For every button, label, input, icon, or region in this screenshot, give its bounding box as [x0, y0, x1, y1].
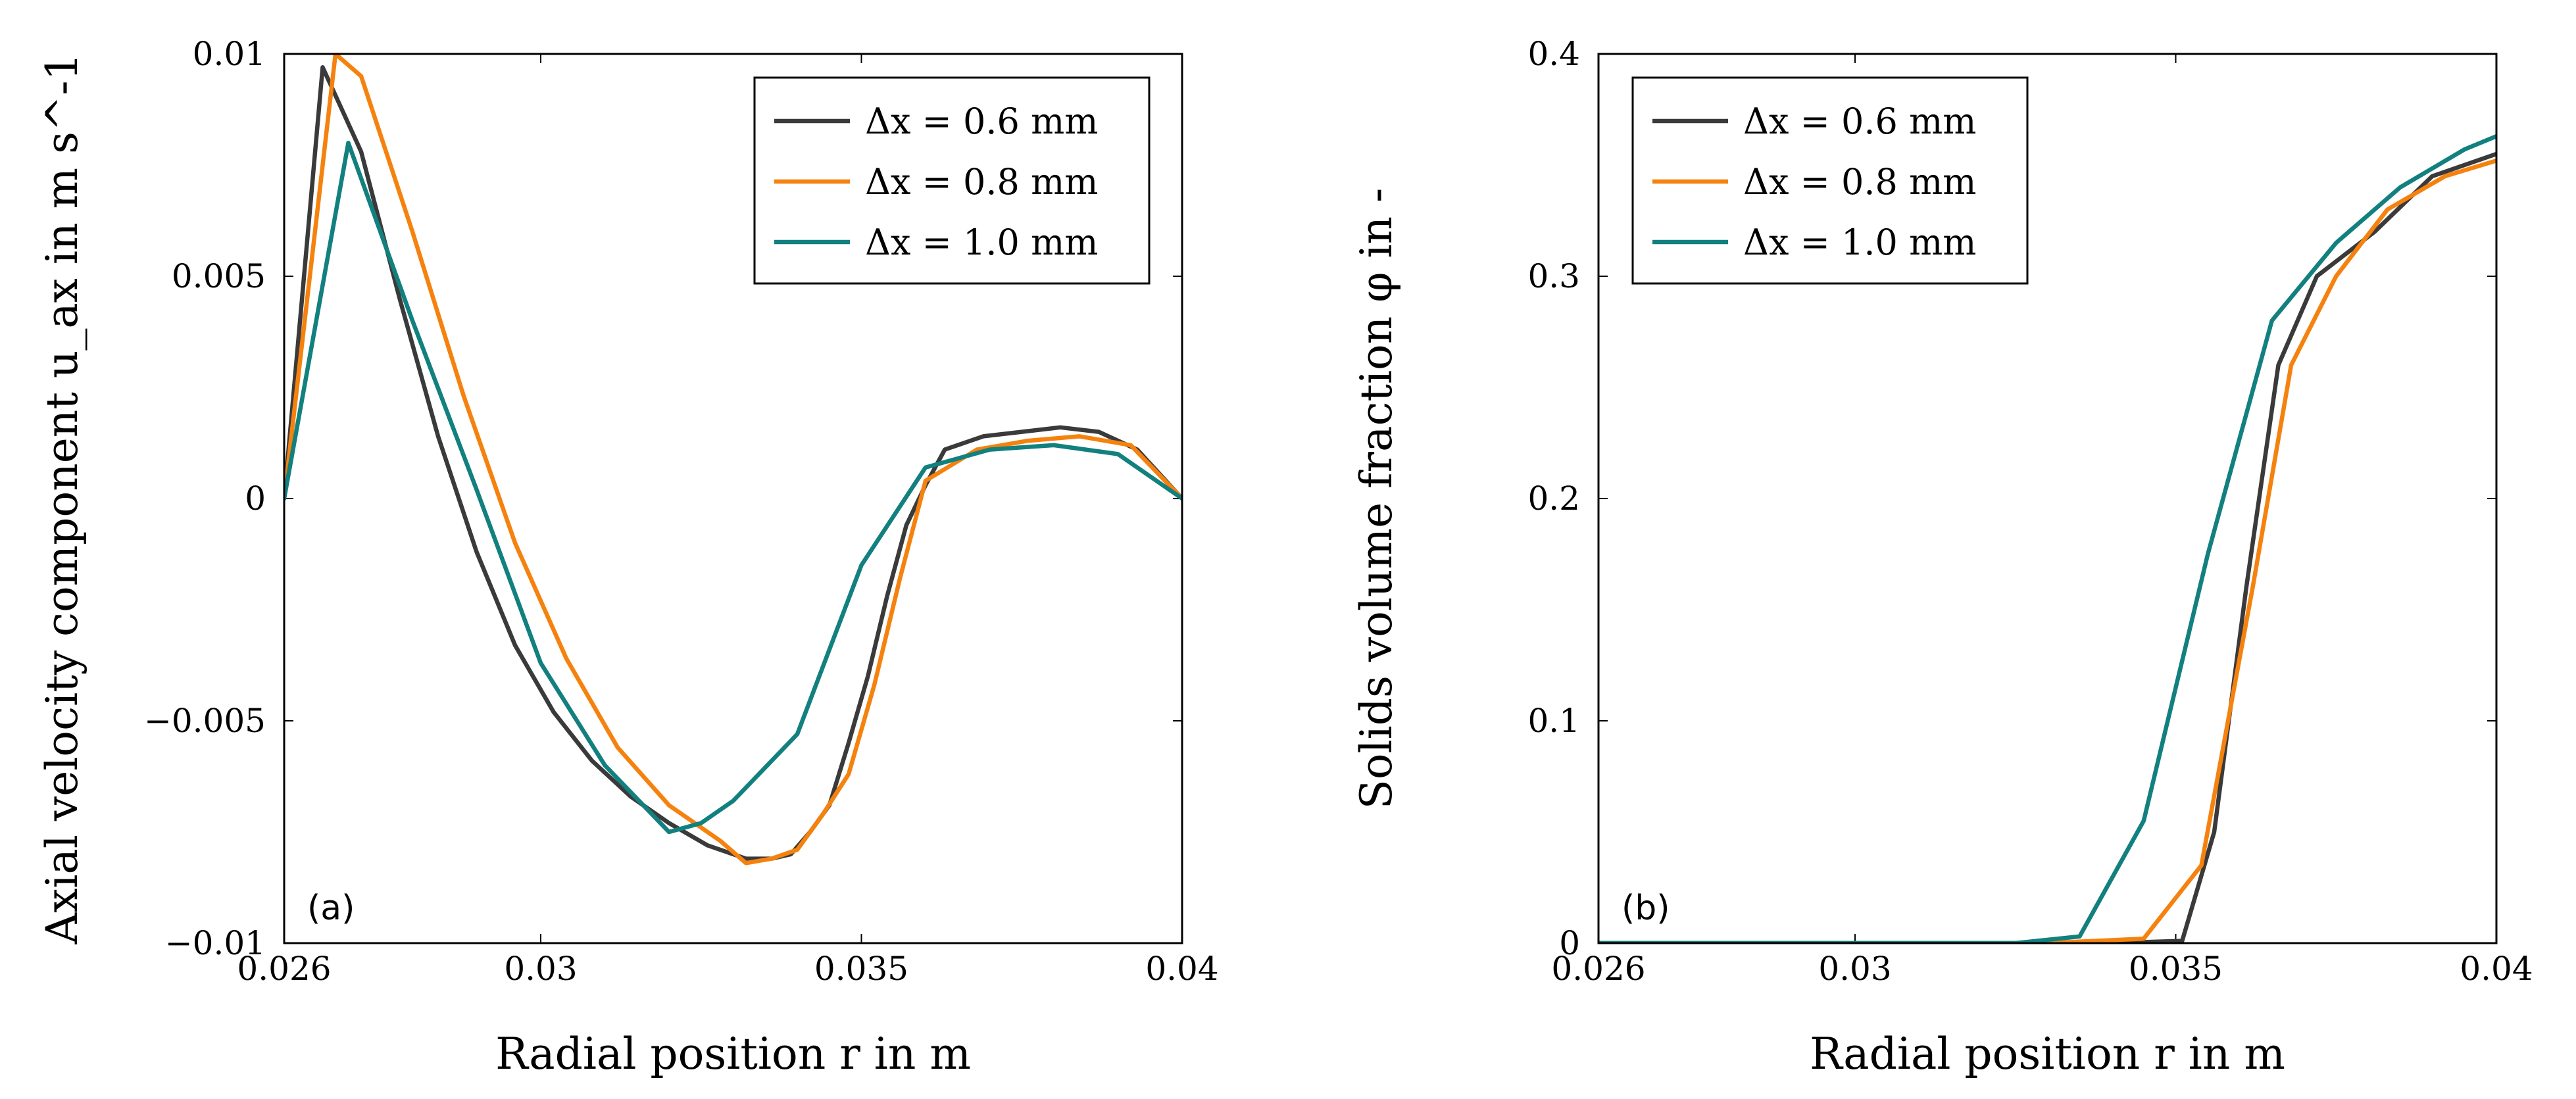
series-line-dx08 [284, 54, 1182, 866]
axes-frame [283, 53, 1183, 944]
y-axis-label: Solids volume fraction φ in - [1351, 188, 1402, 810]
legend-entry-label: Δx = 0.8 mm [1743, 161, 1976, 203]
legend-entry-label: Δx = 1.0 mm [865, 222, 1098, 263]
y-tick-label: 0.2 [1527, 479, 1580, 518]
series-line-dx10 [1598, 134, 2496, 943]
series-line-dx10 [284, 140, 1182, 835]
legend-entry-label: Δx = 0.8 mm [865, 161, 1098, 203]
x-tick-label: 0.04 [1145, 950, 1218, 988]
y-tick-label: −0.005 [144, 702, 266, 740]
x-tick-label: 0.026 [237, 950, 331, 988]
y-tick-label: 0 [1559, 924, 1580, 962]
legend-entry-label: Δx = 1.0 mm [1743, 222, 1976, 263]
y-tick-label: 0.01 [193, 35, 266, 73]
x-tick-label: 0.026 [1551, 950, 1645, 988]
x-axis-label: Radial position r in m [1810, 1029, 2285, 1079]
panel-label: (a) [307, 889, 355, 928]
series-line-dx08 [1598, 158, 2496, 943]
x-tick-label: 0.035 [2129, 950, 2223, 988]
y-tick-label: 0 [245, 479, 266, 518]
y-axis-label: Axial velocity component u_ax in m s^-1 [37, 53, 87, 945]
legend-entry-label: Δx = 0.6 mm [1743, 101, 1976, 142]
y-tick-label: 0.005 [172, 257, 266, 295]
x-tick-label: 0.04 [2460, 950, 2533, 988]
y-tick-label: 0.3 [1527, 257, 1580, 295]
x-axis-label: Radial position r in m [495, 1029, 971, 1079]
panel-a-axial-velocity: 0.026 0.03 0.035 0.04 −0.01 −0.005 0 0.005 0.01 Δ… [37, 35, 1219, 1079]
series-line-dx06 [1598, 151, 2496, 943]
x-tick-label: 0.035 [814, 950, 908, 988]
y-tick-label: −0.01 [165, 924, 266, 962]
axes-frame [1597, 53, 2498, 944]
panel-label: (b) [1622, 889, 1670, 928]
x-tick-label: 0.03 [504, 950, 577, 988]
y-tick-label: 0.4 [1527, 35, 1580, 73]
x-tick-label: 0.03 [1818, 950, 1891, 988]
legend: Δx = 0.6 mm Δx = 0.8 mm Δx = 1.0 mm [753, 76, 1151, 285]
legend-entry-label: Δx = 0.6 mm [865, 101, 1098, 142]
panel-b-solids-volume-fraction: 0.026 0.03 0.035 0.04 0 0.1 0.2 0.3 0.4 Δx = 0.6 … [1351, 35, 2533, 1079]
legend: Δx = 0.6 mm Δx = 0.8 mm Δx = 1.0 mm [1631, 76, 2029, 285]
y-tick-label: 0.1 [1527, 702, 1580, 740]
